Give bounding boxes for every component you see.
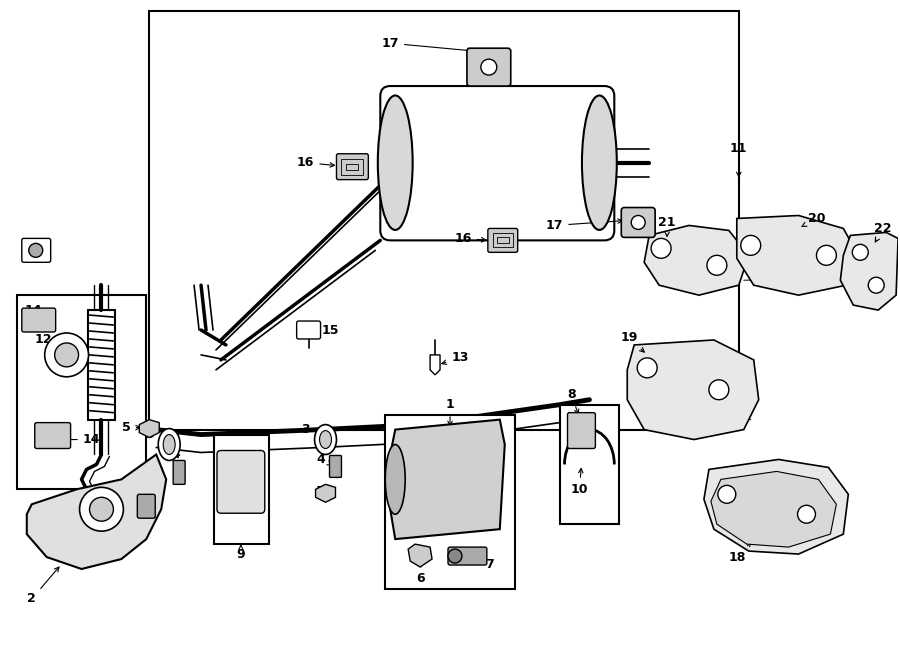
Text: 13: 13: [25, 242, 42, 255]
Bar: [560, 404, 619, 524]
Circle shape: [79, 487, 123, 531]
Bar: [346, 164, 358, 169]
Circle shape: [868, 277, 884, 293]
Circle shape: [637, 358, 657, 378]
Text: 5: 5: [122, 421, 140, 434]
FancyBboxPatch shape: [35, 422, 70, 448]
Text: 11: 11: [730, 142, 748, 177]
Polygon shape: [841, 232, 898, 310]
Bar: [497, 238, 508, 244]
FancyBboxPatch shape: [621, 207, 655, 238]
Ellipse shape: [315, 424, 337, 455]
Bar: [214, 434, 269, 544]
Ellipse shape: [163, 434, 176, 455]
Bar: [493, 234, 513, 248]
Text: 14: 14: [25, 304, 42, 320]
Ellipse shape: [158, 428, 180, 461]
FancyBboxPatch shape: [448, 547, 487, 565]
Text: 22: 22: [875, 222, 892, 242]
Text: 4: 4: [316, 453, 332, 466]
Ellipse shape: [582, 95, 617, 230]
FancyBboxPatch shape: [381, 86, 615, 240]
Polygon shape: [27, 455, 166, 569]
Text: 20: 20: [802, 212, 825, 226]
Polygon shape: [140, 420, 159, 438]
FancyBboxPatch shape: [217, 451, 265, 513]
Circle shape: [55, 343, 78, 367]
Circle shape: [706, 256, 727, 275]
Circle shape: [718, 485, 736, 503]
Text: 13: 13: [442, 352, 469, 364]
Text: 12: 12: [35, 334, 52, 352]
Bar: [17, 295, 147, 489]
Polygon shape: [627, 340, 759, 440]
FancyBboxPatch shape: [297, 321, 320, 339]
Circle shape: [481, 59, 497, 75]
Text: 4: 4: [172, 448, 183, 471]
FancyBboxPatch shape: [22, 238, 50, 262]
Text: 14: 14: [58, 433, 100, 446]
Text: 19: 19: [621, 332, 644, 352]
Text: 17: 17: [382, 36, 472, 52]
Circle shape: [652, 238, 671, 258]
Ellipse shape: [385, 444, 405, 514]
Text: 18: 18: [728, 542, 751, 563]
Circle shape: [741, 236, 760, 256]
Circle shape: [89, 497, 113, 521]
Circle shape: [852, 244, 868, 260]
Polygon shape: [391, 420, 505, 539]
Text: 6: 6: [416, 558, 425, 585]
Text: 7: 7: [471, 557, 494, 571]
FancyBboxPatch shape: [173, 461, 185, 485]
Text: 3: 3: [302, 423, 322, 438]
Polygon shape: [711, 471, 836, 547]
Polygon shape: [430, 355, 440, 375]
Text: 15: 15: [312, 324, 339, 336]
Text: 10: 10: [571, 469, 589, 496]
FancyBboxPatch shape: [337, 154, 368, 179]
Polygon shape: [737, 216, 859, 295]
Polygon shape: [644, 226, 749, 295]
Polygon shape: [409, 544, 432, 567]
Polygon shape: [316, 485, 336, 502]
Text: 8: 8: [567, 388, 579, 414]
FancyBboxPatch shape: [488, 228, 517, 252]
Circle shape: [448, 549, 462, 563]
Bar: [385, 414, 515, 589]
Text: 2: 2: [27, 567, 59, 605]
Ellipse shape: [378, 95, 413, 230]
FancyBboxPatch shape: [22, 308, 56, 332]
Bar: [149, 11, 739, 430]
Text: 21: 21: [658, 216, 676, 236]
Text: 3: 3: [145, 428, 166, 443]
Circle shape: [29, 244, 42, 258]
Text: 5: 5: [316, 485, 330, 498]
Polygon shape: [704, 459, 849, 554]
Circle shape: [797, 505, 815, 523]
Ellipse shape: [320, 430, 331, 448]
FancyBboxPatch shape: [138, 495, 155, 518]
Bar: [341, 159, 364, 175]
Circle shape: [709, 380, 729, 400]
Text: 16: 16: [454, 232, 486, 245]
FancyBboxPatch shape: [568, 412, 596, 448]
Circle shape: [816, 246, 836, 265]
FancyBboxPatch shape: [467, 48, 510, 86]
FancyBboxPatch shape: [329, 455, 341, 477]
Text: 16: 16: [297, 156, 335, 169]
Text: 17: 17: [545, 219, 622, 232]
Circle shape: [45, 333, 88, 377]
Circle shape: [631, 216, 645, 230]
Text: 10: 10: [235, 488, 253, 506]
Text: 9: 9: [237, 545, 245, 561]
Text: 1: 1: [446, 398, 454, 426]
